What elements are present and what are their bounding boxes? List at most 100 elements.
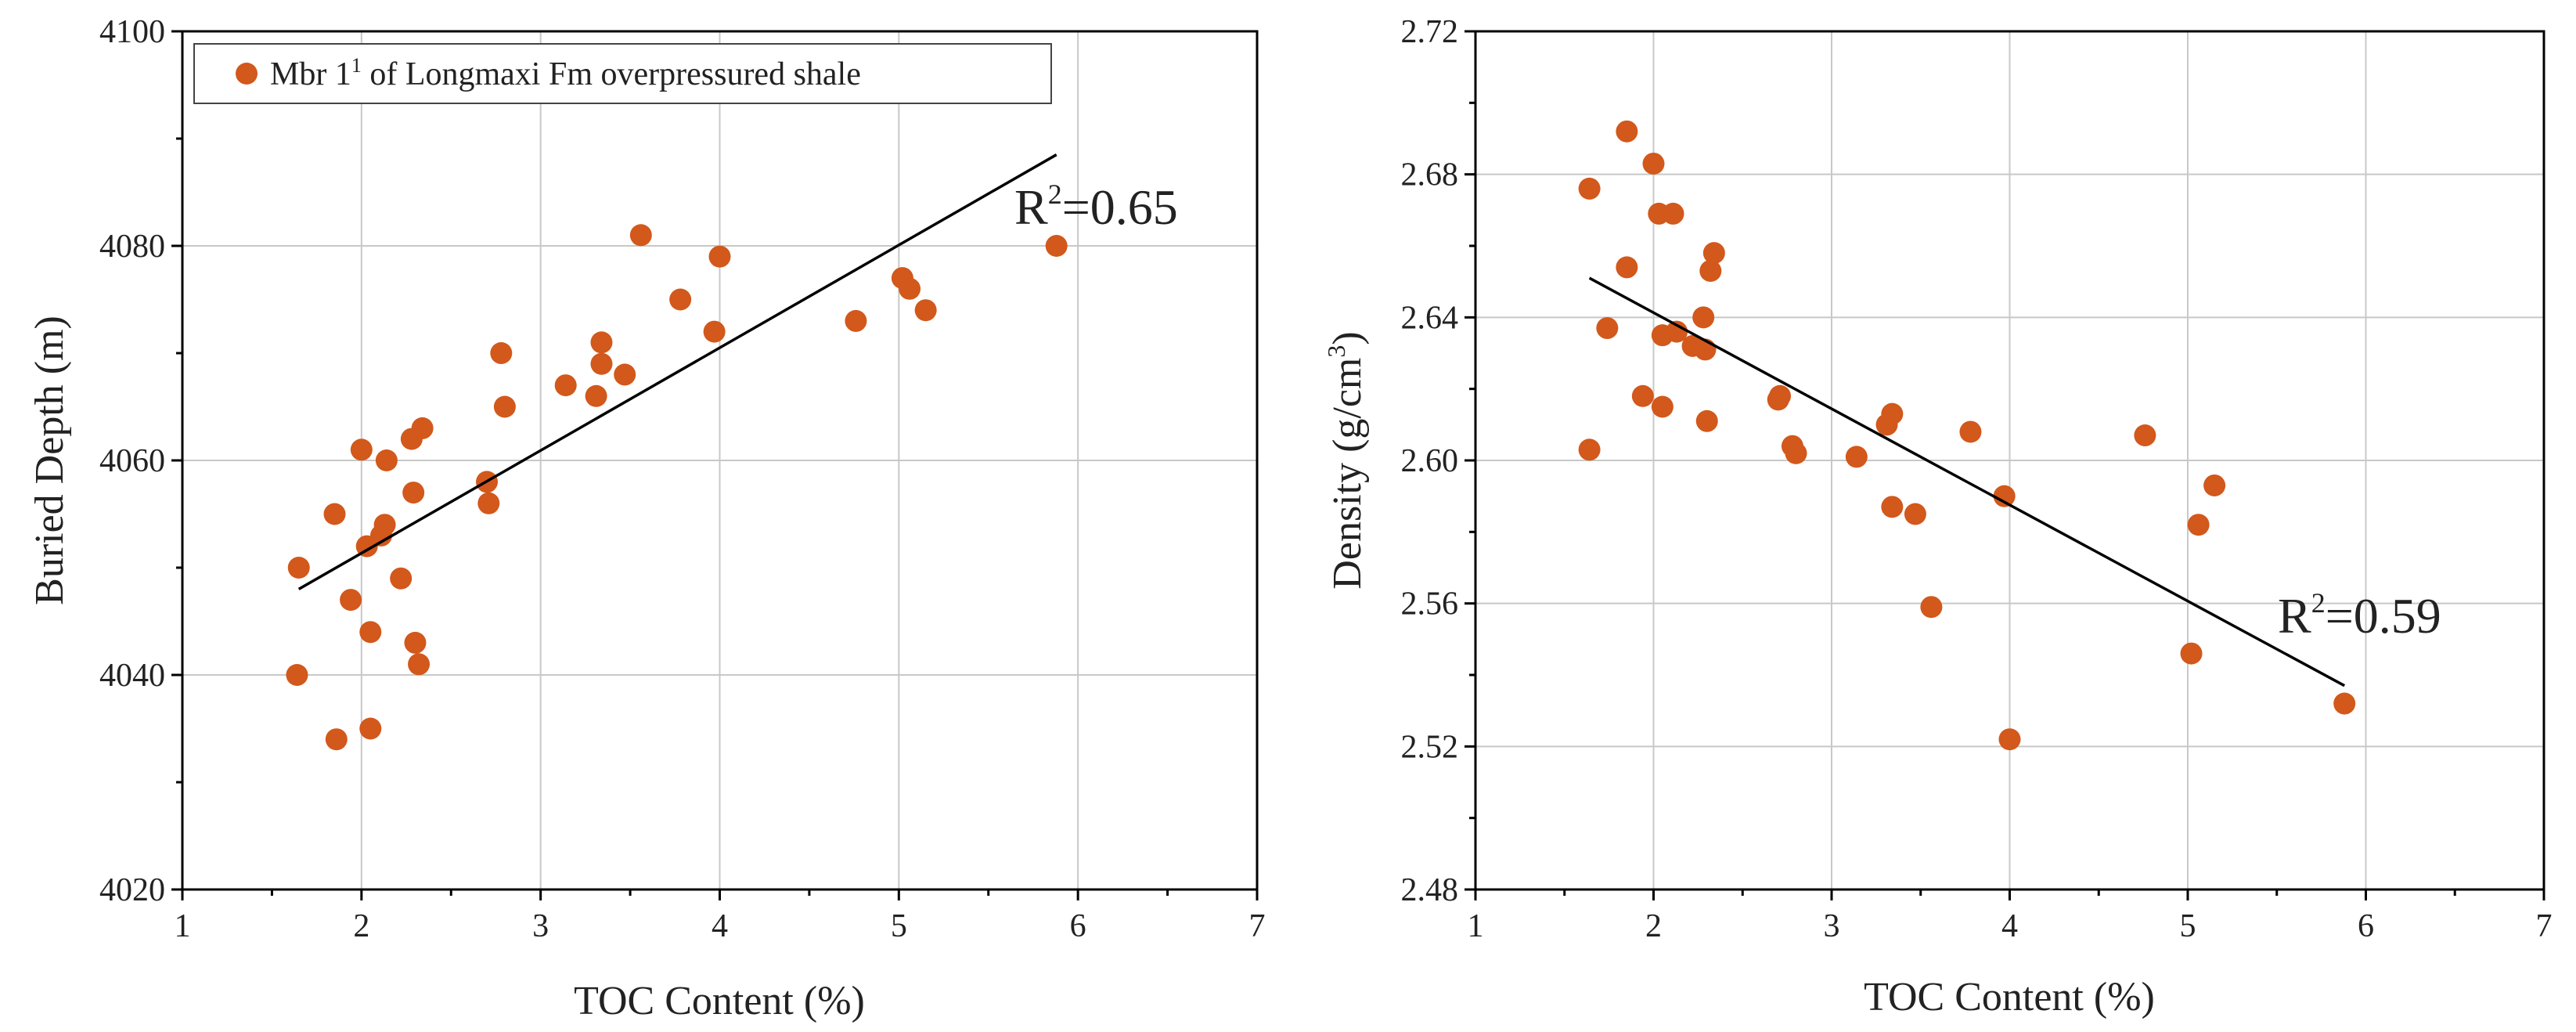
left-data-point xyxy=(1045,235,1068,257)
right-y-axis-title: Density (g/cm3) xyxy=(1322,331,1370,589)
right-data-point xyxy=(2187,514,2210,536)
right-data-point xyxy=(1616,256,1638,279)
legend-marker xyxy=(236,63,258,85)
right-data-point xyxy=(1596,317,1619,340)
right-xtick-label: 3 xyxy=(1824,908,1840,944)
left-data-point xyxy=(325,728,348,751)
right-xtick-label: 6 xyxy=(2358,908,2374,944)
right-data-point xyxy=(1993,485,2016,507)
right-fit-line xyxy=(1588,276,2346,687)
right-xtick-label: 7 xyxy=(2536,908,2553,944)
left-data-point xyxy=(350,438,373,461)
left-data-point xyxy=(323,503,346,525)
left-data-point xyxy=(845,309,867,332)
right-data-point xyxy=(1702,242,1725,265)
right-data-point xyxy=(2134,424,2156,447)
right-data-point xyxy=(2333,692,2356,715)
left-data-point xyxy=(629,224,652,247)
left-chart: 1 2 3 4 5 6 7 4020 4040 4060 4080 4100 Mbr 11 of Lo… xyxy=(27,14,1266,1023)
right-data-point xyxy=(1692,306,1715,329)
left-xtick-label: 2 xyxy=(353,908,369,944)
left-ytick-label: 4060 xyxy=(99,443,165,479)
right-chart: 1 2 3 4 5 6 7 2.48 2.52 2.56 2.60 2.64 2.68 2.72 R2=0… xyxy=(1322,14,2553,1019)
right-data-point xyxy=(1920,596,1943,619)
left-data-point xyxy=(373,514,396,536)
right-data-point xyxy=(1845,446,1868,468)
right-data-point xyxy=(1695,410,1718,432)
left-data-point xyxy=(404,631,427,654)
left-axis-ticks: 1 2 3 4 5 6 7 4020 4040 4060 4080 4100 xyxy=(99,14,1266,944)
right-xtick-label: 4 xyxy=(2001,908,2018,944)
right-ytick-label: 2.52 xyxy=(1401,729,1459,765)
left-data-point xyxy=(287,557,310,579)
left-data-point xyxy=(669,288,692,311)
left-data-point xyxy=(493,395,516,418)
left-x-axis-title: TOC Content (%) xyxy=(574,979,865,1023)
right-ytick-label: 2.48 xyxy=(1401,872,1459,908)
right-data-points xyxy=(1578,120,2356,751)
left-data-point xyxy=(614,363,636,386)
left-ytick-label: 4100 xyxy=(99,14,165,50)
right-data-point xyxy=(1642,152,1665,175)
left-y-axis-title: Buried Depth (m) xyxy=(27,316,72,605)
legend-box xyxy=(193,43,1052,104)
left-ytick-label: 4080 xyxy=(99,229,165,265)
left-xtick-label: 6 xyxy=(1070,908,1086,944)
left-data-point xyxy=(590,331,613,354)
right-data-point xyxy=(1904,503,1926,525)
right-data-point xyxy=(1662,202,1684,225)
left-data-point xyxy=(554,374,577,397)
right-data-point xyxy=(1881,402,1904,425)
right-xtick-label: 1 xyxy=(1468,908,1484,944)
right-data-point xyxy=(1616,120,1638,143)
right-xtick-label: 2 xyxy=(1645,908,1662,944)
right-data-point xyxy=(1769,384,1792,407)
left-data-point xyxy=(390,567,413,590)
right-x-axis-title: TOC Content (%) xyxy=(1864,975,2155,1019)
left-data-point xyxy=(286,664,308,686)
right-axis-ticks: 1 2 3 4 5 6 7 2.48 2.52 2.56 2.60 2.64 2.68 2.72 xyxy=(1401,14,2553,944)
left-xtick-label: 7 xyxy=(1249,908,1266,944)
right-data-point xyxy=(1631,384,1654,407)
right-data-point xyxy=(1578,438,1601,461)
left-data-point xyxy=(585,384,607,407)
left-ytick-label: 4020 xyxy=(99,872,165,908)
right-data-point xyxy=(1651,395,1673,418)
left-data-point xyxy=(359,717,382,740)
right-data-point xyxy=(1881,496,1904,518)
left-data-points xyxy=(286,224,1068,751)
left-data-point xyxy=(477,492,500,514)
left-xtick-label: 5 xyxy=(891,908,907,944)
right-data-point xyxy=(1578,177,1601,200)
right-data-point xyxy=(1785,442,1807,464)
left-data-point xyxy=(340,589,362,612)
legend-label: Mbr 11 of Longmaxi Fm overpressured shal… xyxy=(270,54,861,92)
left-data-point xyxy=(490,342,513,364)
left-xtick-label: 1 xyxy=(175,908,191,944)
left-legend: Mbr 11 of Longmaxi Fm overpressured shal… xyxy=(193,43,1052,104)
right-gridlines xyxy=(1475,31,2544,889)
right-ytick-label: 2.68 xyxy=(1401,157,1459,193)
right-data-point xyxy=(2203,474,2226,496)
left-data-point xyxy=(411,417,434,439)
left-gridlines xyxy=(182,31,1257,889)
right-ytick-label: 2.72 xyxy=(1401,14,1459,50)
left-data-point xyxy=(914,299,937,322)
left-data-point xyxy=(359,621,382,644)
left-r2-annotation: R2=0.65 xyxy=(1014,179,1178,235)
left-data-point xyxy=(703,320,726,343)
right-ytick-label: 2.64 xyxy=(1401,300,1459,336)
left-data-point xyxy=(402,482,425,504)
right-r2-annotation: R2=0.59 xyxy=(2278,587,2441,644)
left-xtick-label: 3 xyxy=(532,908,549,944)
left-ytick-label: 4040 xyxy=(99,658,165,694)
right-data-point xyxy=(1959,420,1982,443)
left-data-point xyxy=(708,245,731,268)
right-ytick-label: 2.60 xyxy=(1401,443,1459,479)
right-xtick-label: 5 xyxy=(2180,908,2196,944)
left-data-point xyxy=(899,277,921,300)
left-data-point xyxy=(590,352,613,375)
left-xtick-label: 4 xyxy=(712,908,728,944)
left-data-point xyxy=(375,449,398,471)
